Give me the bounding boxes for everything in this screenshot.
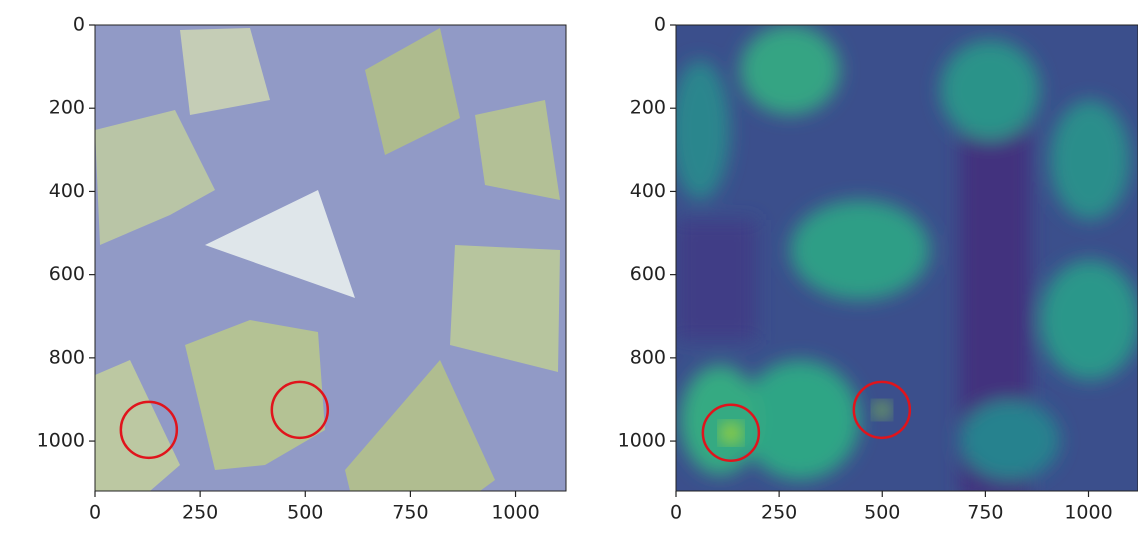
y-tick-label: 200 — [49, 97, 85, 119]
y-tick-label: 0 — [73, 14, 85, 36]
y-tick-label: 400 — [630, 180, 666, 202]
y-tick-label: 1000 — [618, 430, 666, 452]
x-tick-label: 500 — [287, 502, 323, 524]
figure: 0 250 500 750 1000 0 200 400 600 800 1000 0 250 500 75… — [0, 0, 1138, 537]
y-tick-label: 600 — [630, 263, 666, 285]
x-tick-label: 500 — [864, 502, 900, 524]
y-tick-label: 800 — [630, 346, 666, 368]
x-tick-label: 750 — [392, 502, 428, 524]
y-tick-label: 0 — [654, 14, 666, 36]
x-tick-label: 750 — [967, 502, 1003, 524]
x-tick-label: 1000 — [491, 502, 539, 524]
y-tick-label: 800 — [49, 346, 85, 368]
page: {"chart_data": [ {"type": "image", "xlim… — [0, 0, 1138, 537]
y-tick-label: 600 — [49, 263, 85, 285]
photo-image — [95, 25, 566, 491]
x-tick-label: 250 — [761, 502, 797, 524]
y-tick-label: 200 — [630, 97, 666, 119]
x-tick-label: 0 — [670, 502, 682, 524]
y-tick-label: 400 — [49, 180, 85, 202]
y-tick-label: 1000 — [37, 430, 85, 452]
x-tick-label: 1000 — [1064, 502, 1112, 524]
x-tick-label: 0 — [89, 502, 101, 524]
x-tick-label: 250 — [182, 502, 218, 524]
